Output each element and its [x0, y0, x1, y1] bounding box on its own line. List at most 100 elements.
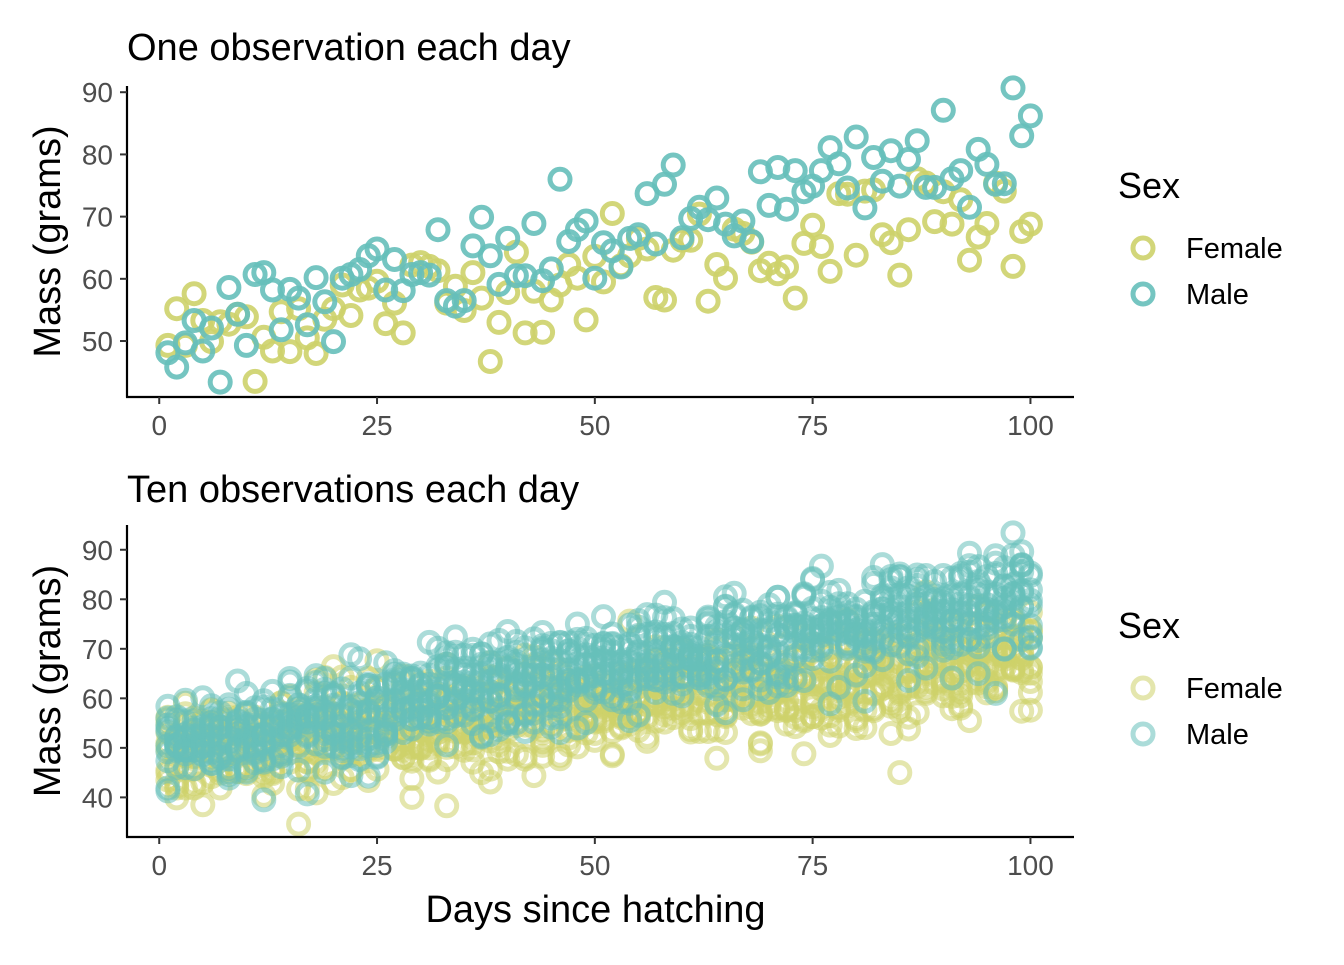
- data-point-female: [1017, 660, 1043, 686]
- data-point-female: [277, 339, 303, 365]
- data-point-male: [451, 288, 477, 314]
- x-tick-label: 50: [579, 850, 610, 881]
- data-point-female: [486, 309, 512, 335]
- data-point-male: [826, 674, 852, 700]
- data-point-male: [730, 208, 756, 234]
- data-point-female: [477, 769, 503, 795]
- y-tick-label: 90: [82, 535, 113, 566]
- data-point-male: [730, 687, 756, 713]
- y-tick-label: 80: [82, 584, 113, 615]
- data-point-female: [181, 281, 207, 307]
- panel-title: One observation each day: [127, 27, 571, 69]
- data-point-male: [312, 289, 338, 315]
- data-point-male: [887, 173, 913, 199]
- x-tick-label: 25: [361, 410, 392, 441]
- data-point-female: [800, 212, 826, 238]
- data-point-female: [1017, 697, 1043, 723]
- panel-2: Ten observations each day Mass (grams) Day…: [27, 469, 1283, 931]
- data-point-male: [652, 171, 677, 197]
- data-point-female: [190, 792, 216, 818]
- data-point-male: [225, 301, 251, 327]
- data-point-male: [913, 174, 939, 200]
- data-point-female: [521, 763, 547, 789]
- data-point-male: [469, 204, 495, 230]
- data-point-female: [974, 211, 1000, 236]
- data-point-female: [695, 288, 721, 314]
- data-point-male: [782, 158, 808, 184]
- data-point-female: [957, 708, 982, 734]
- data-point-male: [852, 688, 878, 714]
- data-point-male: [904, 128, 930, 154]
- data-point-male: [669, 683, 695, 709]
- data-point-male: [190, 338, 216, 364]
- data-point-male: [303, 265, 329, 291]
- x-tick-label: 100: [1007, 850, 1054, 881]
- data-point-female: [390, 320, 416, 346]
- data-point-male: [791, 668, 817, 693]
- data-point-male: [983, 171, 1009, 197]
- y-tick-label: 60: [82, 264, 113, 295]
- data-point-female: [817, 258, 843, 284]
- data-point-male: [1017, 103, 1043, 129]
- data-point-male: [294, 781, 320, 807]
- data-point-male: [364, 236, 390, 262]
- data-point-female: [782, 285, 808, 311]
- data-point-male: [312, 759, 338, 785]
- data-point-male: [1017, 592, 1043, 618]
- data-point-male: [930, 97, 956, 123]
- data-point-female: [434, 793, 460, 819]
- panel-title: Ten observations each day: [127, 469, 579, 511]
- data-point-male: [164, 354, 190, 380]
- data-point-male: [347, 646, 373, 672]
- x-axis-title: Days since hatching: [425, 889, 765, 931]
- data-point-male: [233, 332, 259, 358]
- data-point-male: [260, 277, 285, 303]
- data-point-male: [1017, 577, 1043, 603]
- data-point-female: [887, 262, 913, 288]
- legend-key-female: [1130, 235, 1156, 261]
- data-point-male: [991, 171, 1017, 197]
- data-point-male: [660, 152, 686, 178]
- data-point-male: [547, 166, 573, 192]
- data-point-female: [713, 265, 738, 291]
- data-point-female: [808, 234, 834, 259]
- data-point-female: [1000, 253, 1026, 279]
- data-point-female: [530, 319, 556, 345]
- data-point-male: [835, 175, 860, 201]
- data-point-female: [599, 201, 625, 226]
- data-point-female: [242, 368, 268, 394]
- legend-label-female: Female: [1186, 233, 1283, 265]
- data-point-male: [155, 778, 181, 804]
- data-point-male: [669, 225, 695, 251]
- y-axis-title: Mass (grams): [27, 125, 69, 357]
- data-point-female: [460, 260, 486, 286]
- panel-1: One observation each day Mass (grams) 50 60…: [27, 27, 1283, 441]
- data-point-male: [434, 732, 460, 758]
- data-point-female: [904, 700, 930, 726]
- y-tick-label: 40: [82, 782, 113, 813]
- y-tick-label: 70: [82, 634, 113, 665]
- data-point-male: [965, 661, 991, 687]
- x-tick-label: 100: [1007, 410, 1054, 441]
- data-point-female: [399, 784, 425, 810]
- data-point-male: [774, 196, 799, 222]
- data-point-male: [321, 329, 346, 355]
- data-point-male: [939, 665, 965, 691]
- x-tick-label: 25: [361, 850, 392, 881]
- data-point-female: [747, 738, 773, 764]
- legend-key-female: [1130, 675, 1156, 701]
- data-point-male: [538, 256, 564, 282]
- data-point-male: [573, 208, 599, 234]
- data-point-female: [338, 303, 364, 328]
- data-point-female: [957, 247, 982, 273]
- data-point-male: [547, 704, 573, 730]
- legend-label-female: Female: [1186, 673, 1283, 705]
- data-point-male: [1009, 539, 1035, 565]
- x-tick-label: 0: [151, 850, 167, 881]
- data-point-male: [425, 217, 451, 243]
- data-point-male: [826, 151, 852, 177]
- data-point-female: [878, 230, 904, 256]
- y-tick-label: 90: [82, 77, 113, 108]
